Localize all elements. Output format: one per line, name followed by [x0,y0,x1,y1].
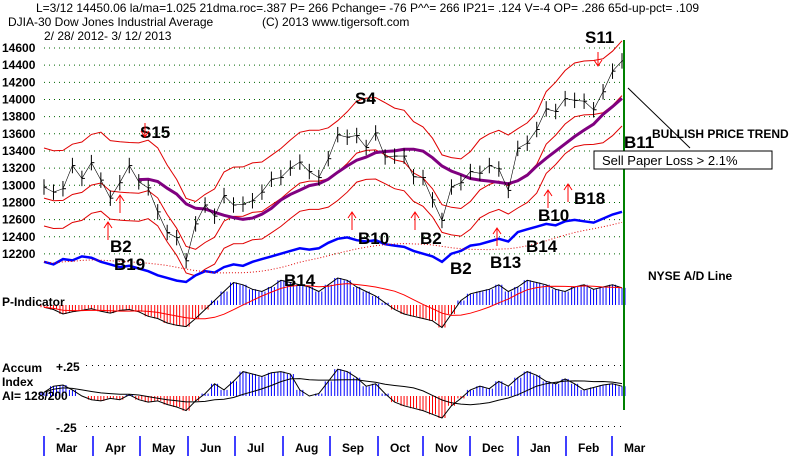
sell-arrow-icon [593,52,603,67]
accum-index-panel [40,365,626,427]
month-axis: Mar Apr May Jun Jul Aug Sep Oct Nov Dec Jan Feb Mar [43,436,646,456]
y-tick-label: 14400 [2,58,36,72]
month-label: Feb [578,441,599,455]
month-label: Mar [56,441,78,455]
buy-arrow-icon [410,211,420,230]
ad-line-ma [43,221,623,274]
lower-band [43,125,623,277]
y-tick-label: 14200 [2,75,36,89]
sell-arrow-icon [140,123,150,138]
signal-s4: S4 [355,89,376,108]
bands [43,40,623,277]
upper-band [43,40,623,203]
y-ticks: 14600 14400 14200 14000 13800 13600 13400 13200… [2,41,36,261]
month-label: Nov [435,441,458,455]
signal-b2: B2 [450,259,472,278]
y-tick-label: 13600 [2,127,36,141]
month-label: Jan [530,441,551,455]
y-tick-label: 12800 [2,195,36,209]
signal-b11: B11 [624,133,654,152]
ad-line-path [43,210,623,284]
sell-box-text: Sell Paper Loss > 2.1% [602,153,738,168]
y-tick-label: 12200 [2,247,36,261]
signal-b2: B2 [420,229,442,248]
sell-box [593,150,773,170]
month-label: Aug [295,441,318,455]
month-label: Dec [482,441,504,455]
month-label: Apr [105,441,126,455]
p-indicator-line [43,277,623,329]
y-tick-label: 12400 [2,230,36,244]
buy-arrow-icon [563,183,573,202]
month-label: Jun [200,441,221,455]
accum-line [43,368,623,419]
ma50-line [138,97,623,221]
month-label: May [152,441,176,455]
grid [44,47,624,255]
signal-b10: B10 [358,229,389,248]
y-tick-label: 14600 [2,41,36,55]
buy-arrow-icon [103,221,113,240]
date-range: 2/ 28/ 2012- 3/ 12/ 2013 [44,29,172,43]
trend-label: BULLISH PRICE TREND [652,127,789,141]
month-label: Sep [342,441,364,455]
signal-b14: B14 [526,237,558,256]
buy-arrow-icon [115,194,125,213]
ad-line [43,210,623,284]
y-tick-label: 13000 [2,178,36,192]
accum-ma [43,378,623,406]
accum-label-1: Accum [2,361,42,375]
y-tick-label: 13400 [2,144,36,158]
buy-arrow-icon [492,227,502,246]
copyright: (C) 2013 www.tigersoft.com [262,15,409,29]
signal-s11: S11 [585,28,614,47]
signal-b10: B10 [538,206,569,225]
ad-label: NYSE A/D Line [648,269,733,283]
accum-label-2: Index [2,375,34,389]
accum-plus-label: +.25 [56,360,80,374]
signal-b2: B2 [110,237,132,256]
chart-title: DJIA-30 Dow Jones Industrial Average [8,15,214,29]
y-tick-label: 13800 [2,110,36,124]
signal-s15: S15 [140,123,170,142]
p-indicator-panel [40,277,626,329]
month-label: Oct [390,441,410,455]
y-tick-label: 12600 [2,213,36,227]
accum-minus-label: -.25 [56,421,77,435]
month-label: Mar [624,441,646,455]
signal-b14: B14 [284,271,316,290]
signal-b13: B13 [490,253,521,272]
buy-arrow-icon [347,211,357,230]
signal-b18: B18 [574,189,605,208]
y-tick-label: 13200 [2,161,36,175]
trend-pointer [627,87,691,149]
signal-b19: B19 [114,255,145,274]
y-tick-label: 14000 [2,92,36,106]
buy-arrow-icon [543,189,553,208]
month-label: Jul [247,441,264,455]
price-line [43,60,623,262]
accum-ai: AI= 128/200 [2,389,68,403]
price-series [43,53,625,269]
header-stats: L=3/12 14450.06 la/ma=1.025 21dma.roc=.3… [36,1,699,15]
p-indicator-ma [43,283,623,320]
p-indicator-label: P-Indicator [2,295,65,309]
